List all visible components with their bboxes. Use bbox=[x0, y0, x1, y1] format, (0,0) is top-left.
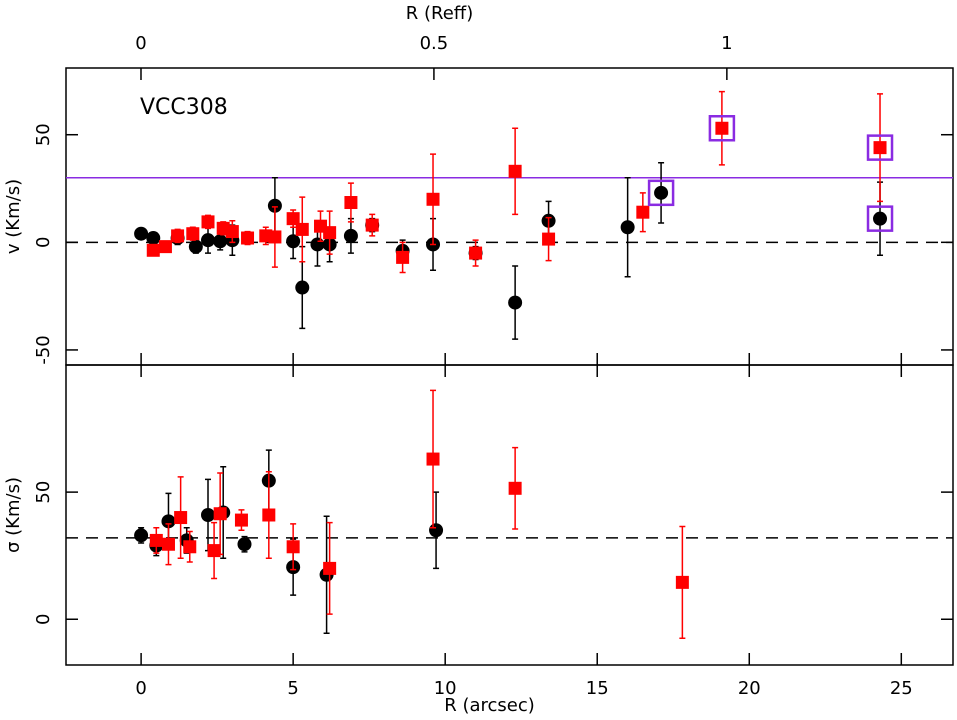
point bbox=[286, 540, 300, 554]
point bbox=[542, 232, 556, 246]
point bbox=[174, 511, 188, 525]
point bbox=[310, 237, 325, 252]
x-tick-label: 10 bbox=[434, 678, 457, 699]
point bbox=[158, 240, 172, 254]
point bbox=[636, 205, 650, 219]
point bbox=[207, 544, 221, 558]
point bbox=[323, 561, 337, 575]
point bbox=[183, 540, 197, 554]
x-axis-label: R (arcsec) bbox=[444, 695, 535, 716]
x2-tick-label: 0.5 bbox=[420, 33, 449, 54]
point bbox=[365, 218, 379, 232]
y-tick-label: 0 bbox=[33, 237, 54, 248]
point bbox=[171, 229, 185, 243]
x-tick-label: 0 bbox=[135, 678, 146, 699]
point bbox=[161, 514, 176, 529]
y-axis-label: σ (Km/s) bbox=[3, 477, 24, 553]
point bbox=[715, 121, 729, 135]
point bbox=[234, 513, 248, 527]
x-tick-label: 20 bbox=[738, 678, 761, 699]
point bbox=[469, 246, 483, 260]
point bbox=[161, 537, 175, 551]
point bbox=[343, 228, 358, 243]
x-tick-label: 5 bbox=[287, 678, 298, 699]
point bbox=[620, 220, 635, 235]
point bbox=[146, 231, 161, 246]
highlight-box bbox=[866, 134, 894, 161]
x2-tick-label: 1 bbox=[721, 33, 732, 54]
point bbox=[201, 215, 215, 229]
highlight-box bbox=[866, 205, 894, 232]
point bbox=[134, 528, 149, 543]
point bbox=[654, 185, 669, 200]
point bbox=[213, 234, 228, 249]
highlight-box bbox=[647, 179, 675, 207]
point bbox=[429, 523, 444, 538]
x2-axis-label: R (Reff) bbox=[406, 3, 473, 24]
y-tick-label: -50 bbox=[33, 335, 54, 364]
point bbox=[201, 508, 216, 522]
y-tick-label: 50 bbox=[33, 481, 54, 504]
point bbox=[426, 192, 440, 206]
point bbox=[201, 233, 216, 248]
point bbox=[286, 212, 300, 226]
y-tick-label: 0 bbox=[33, 614, 54, 625]
annotation: VCC308 bbox=[140, 95, 228, 120]
point bbox=[186, 227, 200, 241]
point bbox=[286, 234, 301, 249]
x-tick-label: 25 bbox=[890, 678, 913, 699]
point bbox=[426, 452, 440, 466]
point bbox=[295, 280, 310, 295]
point bbox=[149, 533, 163, 547]
point bbox=[873, 211, 888, 226]
point bbox=[241, 231, 255, 245]
point bbox=[675, 575, 689, 589]
point bbox=[508, 164, 522, 178]
point bbox=[237, 537, 252, 552]
highlight-box bbox=[708, 115, 736, 142]
point bbox=[873, 141, 887, 155]
point bbox=[344, 196, 358, 210]
point bbox=[188, 239, 203, 254]
point bbox=[134, 226, 149, 241]
point bbox=[267, 198, 282, 213]
point bbox=[225, 225, 239, 239]
y-tick-label: 50 bbox=[33, 123, 54, 146]
point bbox=[396, 250, 410, 264]
y-axis-label: v (Km/s) bbox=[3, 179, 24, 254]
x-tick-label: 15 bbox=[586, 678, 609, 699]
point bbox=[508, 481, 522, 495]
x2-tick-label: 0 bbox=[135, 33, 146, 54]
point bbox=[262, 508, 276, 522]
point bbox=[268, 230, 282, 244]
point bbox=[213, 507, 227, 521]
point bbox=[508, 295, 523, 310]
plot-frame bbox=[65, 364, 954, 666]
point bbox=[146, 243, 160, 257]
point bbox=[295, 222, 309, 236]
point bbox=[323, 226, 337, 240]
